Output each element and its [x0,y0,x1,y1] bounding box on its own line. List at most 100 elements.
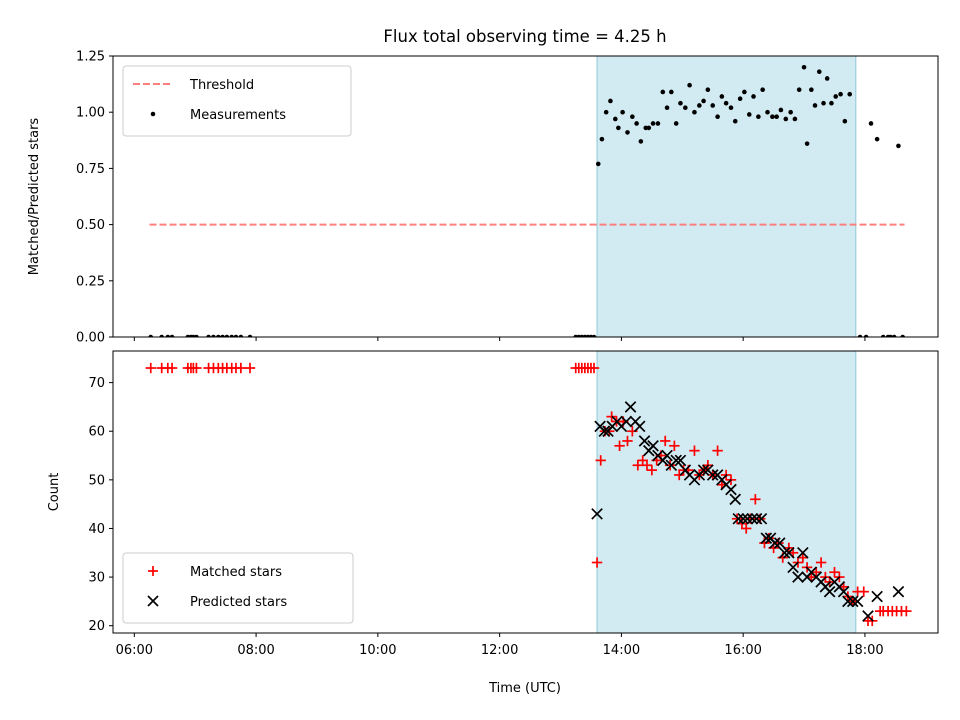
data-point [211,334,216,337]
data-point [792,571,804,583]
data-point [896,143,901,149]
data-point [829,567,840,578]
data-point [194,334,199,337]
data-point [620,415,633,428]
data-point [165,334,171,337]
legend-label: Predicted stars [190,595,287,610]
data-point [880,334,886,337]
x-tick-label: 14:00 [603,643,640,658]
y-tick-label: 1.00 [76,106,105,121]
data-point [145,362,156,374]
data-point [773,537,786,549]
data-point [191,362,202,374]
data-point [737,96,743,102]
data-point [729,493,742,506]
data-point [811,567,822,578]
data-point [809,87,814,93]
data-point [159,334,165,337]
data-point [678,100,683,106]
data-point [719,94,725,99]
data-point [851,595,864,608]
data-point [697,464,710,476]
data-point [715,114,720,119]
legend-swatch [148,566,158,576]
data-point [778,546,791,559]
data-point [900,334,905,337]
axes-frame [112,55,939,338]
data-point [689,445,700,456]
y-axis-label: Count [47,473,62,512]
x-axis-label: Time (UTC) [488,681,561,696]
x-tick-label: 12:00 [481,643,518,658]
legend: Matched stars Predicted stars [122,552,354,624]
data-point [622,435,633,447]
data-point [646,125,652,131]
data-point [770,114,775,119]
data-point [796,87,802,93]
x-tick-label: 08:00 [237,643,274,658]
legend-swatch [147,595,159,607]
data-point [829,100,834,106]
data-point [891,334,897,337]
data-point [751,94,756,99]
data-point [750,512,763,525]
chart-title: Flux total observing time = 4.25 h [383,27,666,46]
data-point [591,557,603,568]
data-point [604,426,615,437]
data-point [613,116,618,122]
data-point [710,103,716,108]
observing-window-shade [596,55,857,338]
data-point [687,82,692,88]
data-point [638,435,651,447]
data-point [888,334,893,337]
data-point [842,595,854,608]
data-point [723,100,729,106]
data-point [247,334,253,337]
data-point [220,334,225,337]
data-point [765,109,770,115]
data-point [206,334,211,337]
data-point [616,125,621,131]
top-panel: 0.00 0.25 0.50 0.75 1.00 1.25 Matched/Predicte… [27,50,939,346]
legend-label: Threshold [189,78,254,93]
data-point [863,334,869,337]
data-point [778,107,784,113]
data-point [591,334,597,337]
data-point [788,109,793,115]
data-point [633,420,646,433]
data-point [797,552,809,563]
legend-box [122,65,352,137]
data-point [641,460,653,471]
data-point [669,440,680,452]
data-point [664,105,670,111]
plot-area [145,362,912,627]
data-point [750,494,761,505]
data-point [760,532,773,544]
data-point [769,537,781,549]
data-point [783,546,795,559]
y-tick-label: 0.50 [76,218,105,233]
series-x [591,401,905,622]
data-point [755,512,768,525]
data-point [630,114,635,119]
data-point [608,98,613,104]
data-point [697,103,702,108]
data-point [148,334,154,337]
data-point [650,121,656,126]
y-tick-label: 30 [88,571,105,586]
data-point [732,118,738,124]
y-tick-label: 0.00 [76,331,105,346]
data-point [661,449,673,462]
data-point [824,76,830,81]
data-point [892,585,905,598]
x-tick-label: 06:00 [116,643,153,658]
data-point [728,105,734,111]
data-point [166,362,178,374]
data-point [683,105,688,111]
data-point [169,334,175,337]
data-point [229,334,235,337]
data-point [624,401,637,413]
data-point [638,139,644,144]
y-tick-label: 70 [88,376,105,391]
